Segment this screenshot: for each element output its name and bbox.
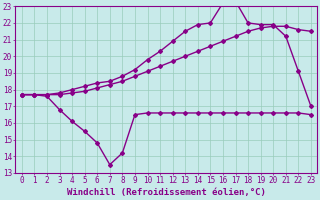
X-axis label: Windchill (Refroidissement éolien,°C): Windchill (Refroidissement éolien,°C) (67, 188, 266, 197)
